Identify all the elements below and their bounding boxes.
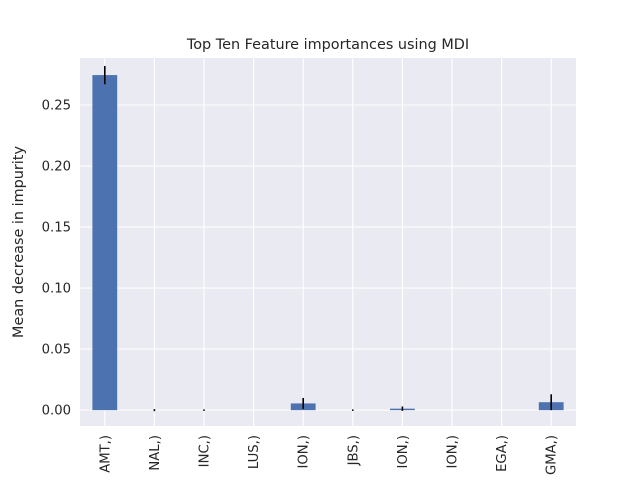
x-axis-ticks: AMT,) NAL,) INC,) LUS,) ION,) JBS,) ION,) ION,)… xyxy=(98,435,559,475)
x-tick-label: INC,) xyxy=(198,435,213,467)
x-tick-label: LUS,) xyxy=(247,435,262,469)
y-axis-label: Mean decrease in impurity xyxy=(11,146,27,338)
grid xyxy=(80,58,576,426)
x-tick-label: ION,) xyxy=(297,435,312,468)
x-tick-label: JBS,) xyxy=(346,435,361,466)
chart-title: Top Ten Feature importances using MDI xyxy=(186,37,469,53)
x-tick-label: NAL,) xyxy=(148,435,163,471)
y-axis-ticks: 0.00 0.05 0.10 0.15 0.20 0.25 xyxy=(42,98,71,418)
x-tick-label: ION,) xyxy=(446,435,461,468)
y-tick-label: 0.20 xyxy=(42,160,71,175)
y-tick-label: 0.15 xyxy=(42,221,71,236)
plot-area xyxy=(80,58,576,426)
x-tick-label: AMT,) xyxy=(98,435,113,473)
error-bars xyxy=(104,65,553,412)
x-tick-label: ION,) xyxy=(396,435,411,468)
x-tick-label: EGA,) xyxy=(495,435,510,472)
bar xyxy=(92,75,118,411)
y-tick-label: 0.05 xyxy=(42,343,71,358)
y-tick-label: 0.10 xyxy=(42,282,71,297)
y-tick-label: 0.25 xyxy=(42,98,71,113)
y-tick-label: 0.00 xyxy=(42,404,71,419)
x-tick-label: GMA,) xyxy=(545,435,560,475)
